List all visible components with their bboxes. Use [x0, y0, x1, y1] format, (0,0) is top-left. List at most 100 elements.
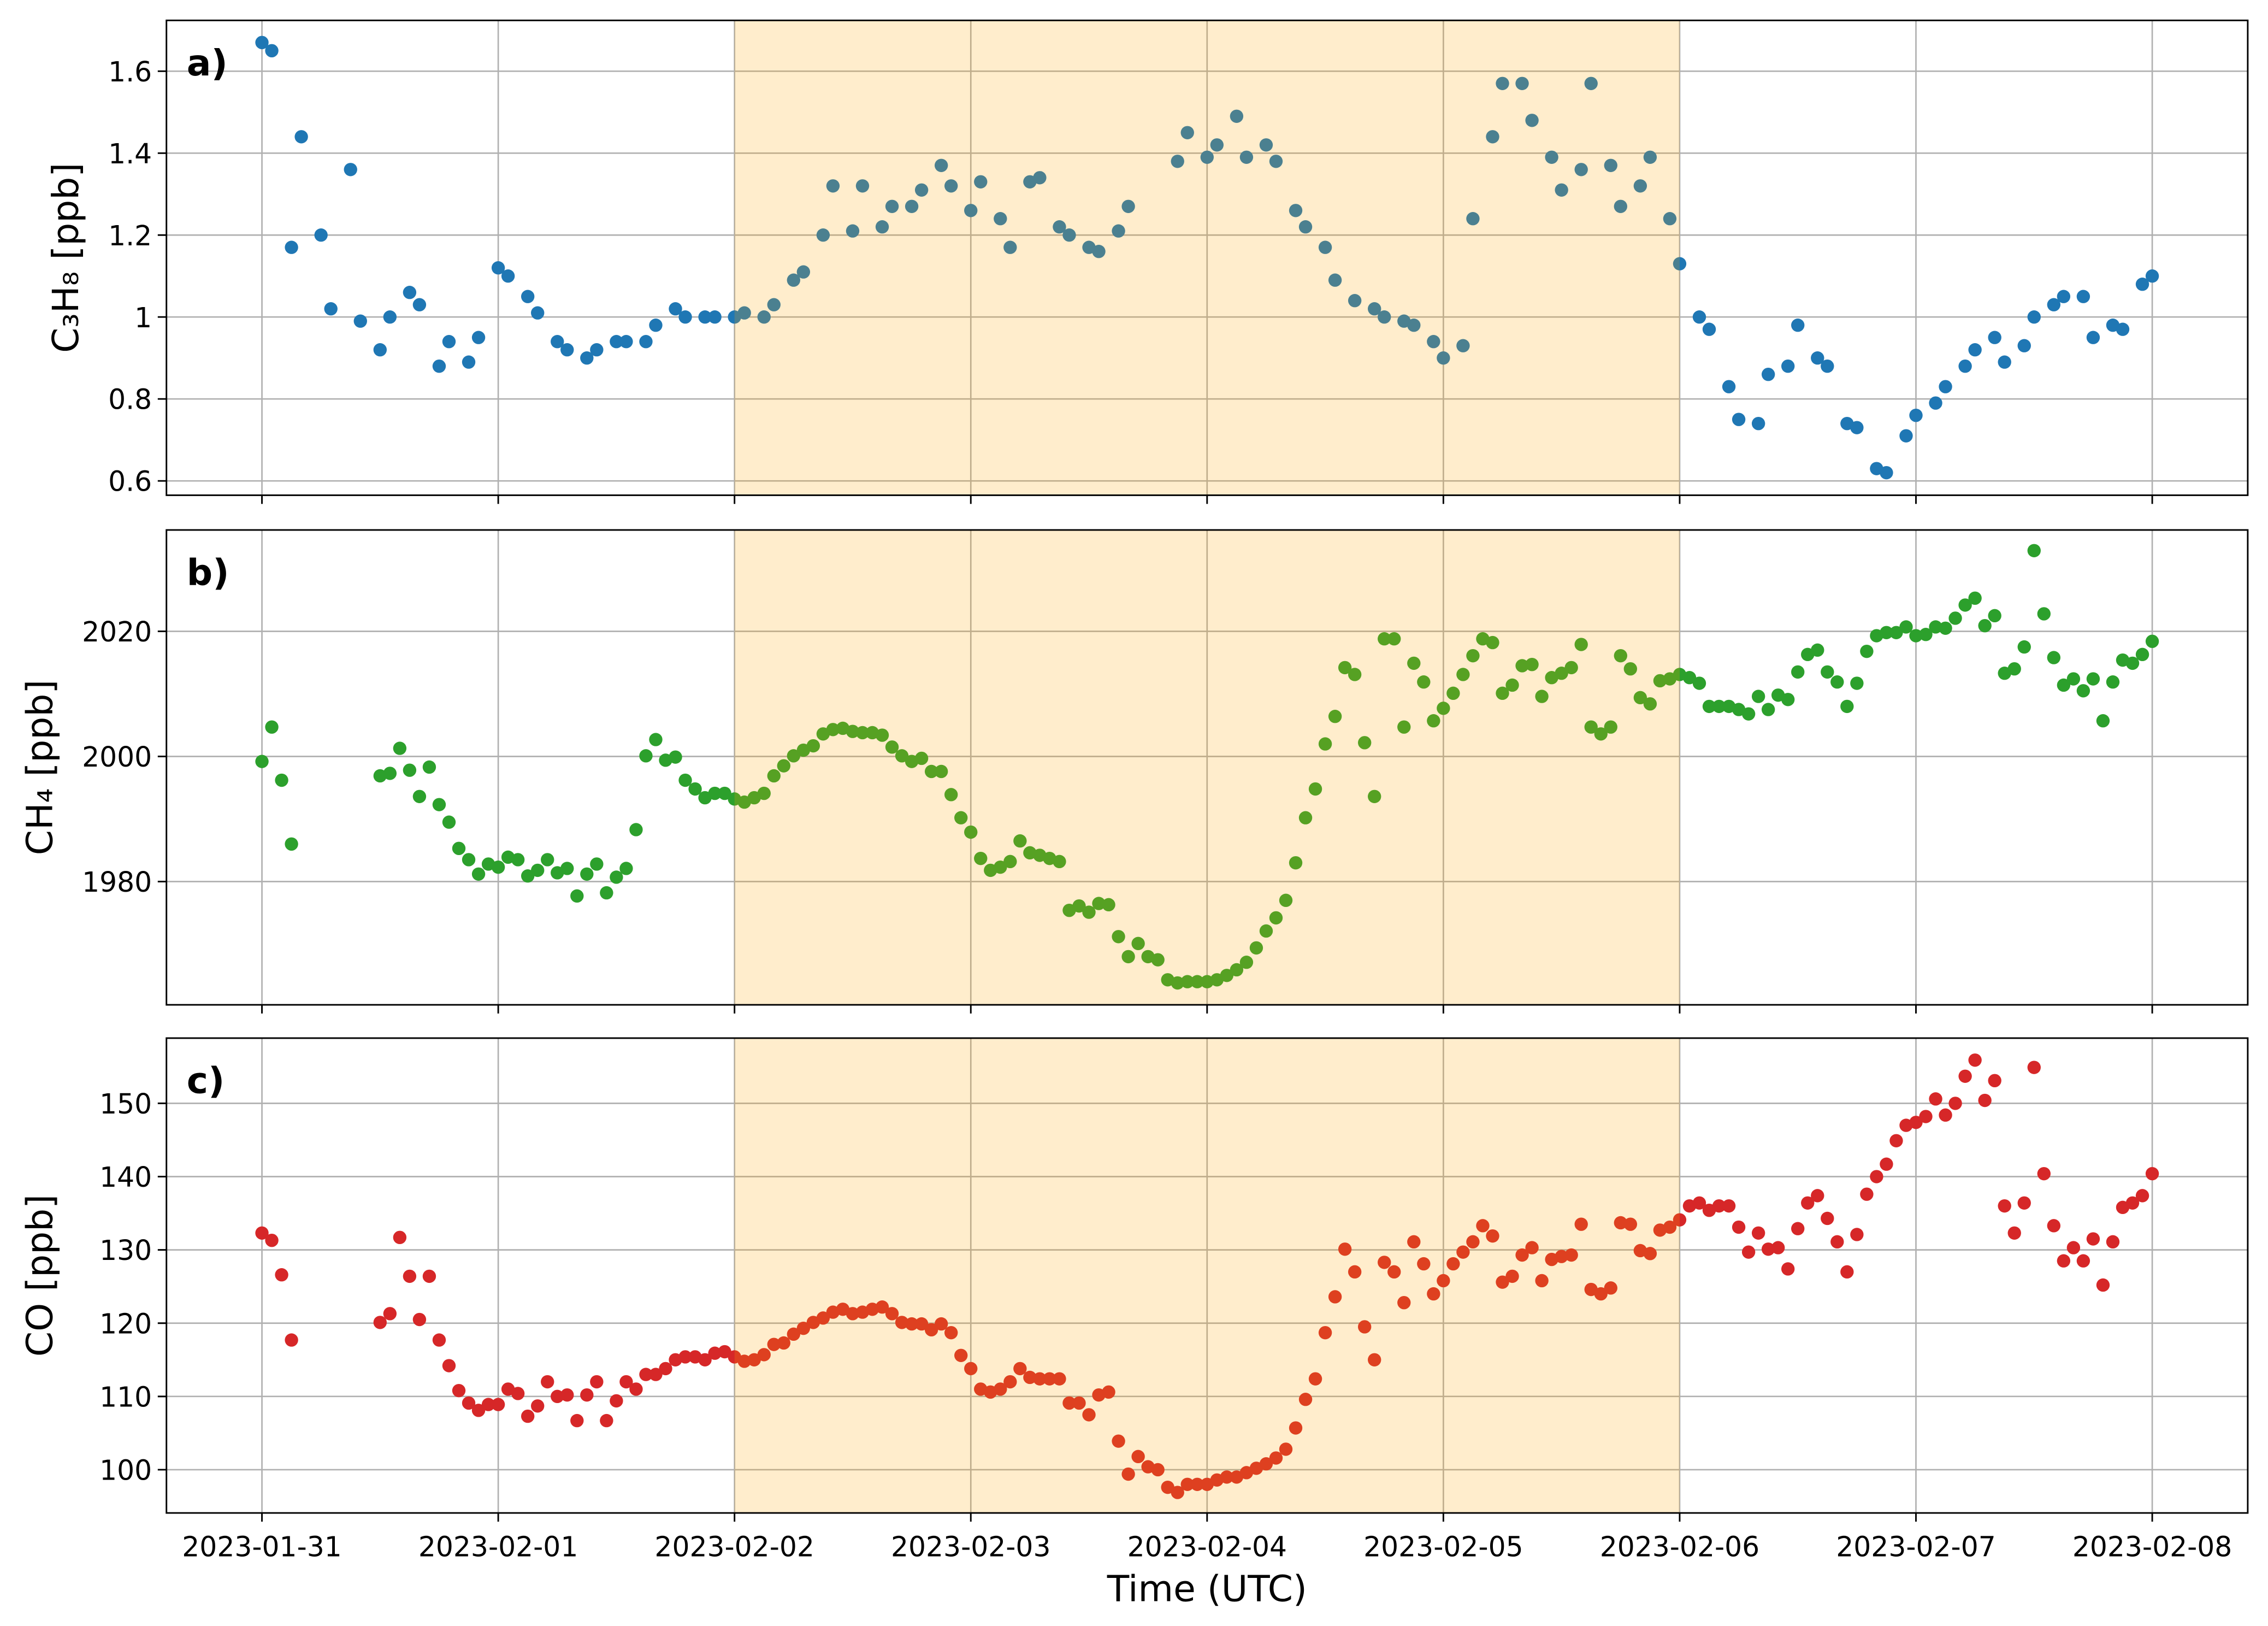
data-point: [1564, 661, 1578, 675]
data-point: [1594, 727, 1608, 741]
data-point: [1692, 676, 1706, 690]
data-point: [1850, 421, 1864, 434]
data-point: [344, 163, 357, 176]
data-point: [1249, 941, 1263, 955]
data-point: [1712, 1199, 1726, 1213]
data-point: [531, 863, 545, 877]
data-point: [846, 724, 860, 738]
data-point: [2017, 339, 2031, 352]
data-point: [1023, 1370, 1037, 1385]
data-point: [678, 1350, 692, 1364]
data-point: [1003, 1375, 1017, 1389]
data-point: [541, 1375, 554, 1389]
data-point: [1298, 811, 1313, 824]
data-point: [994, 212, 1007, 226]
data-point: [2037, 1167, 2051, 1181]
data-point: [1988, 331, 2001, 344]
data-point: [1673, 1213, 1687, 1227]
data-point: [1761, 1242, 1775, 1256]
x-tick-label: 2023-02-02: [654, 1531, 814, 1563]
data-point: [649, 733, 663, 746]
data-point: [2027, 1061, 2041, 1074]
data-point: [610, 1394, 623, 1408]
data-point: [944, 1325, 958, 1340]
data-point: [1968, 1053, 1982, 1067]
data-point: [422, 1269, 436, 1283]
data-point: [698, 1353, 712, 1366]
data-point: [944, 788, 958, 802]
data-point: [452, 841, 466, 856]
data-point: [1318, 240, 1332, 254]
data-point: [432, 798, 446, 811]
data-point: [1564, 1248, 1578, 1262]
data-point: [580, 867, 594, 881]
data-point: [2135, 1189, 2149, 1203]
data-point: [659, 1362, 672, 1376]
data-point: [1968, 343, 1982, 357]
data-point: [403, 763, 417, 777]
data-point: [1112, 224, 1125, 238]
x-tick-label: 2023-02-08: [2072, 1531, 2232, 1563]
data-point: [669, 750, 682, 764]
data-point: [1998, 355, 2011, 369]
data-point: [255, 755, 269, 768]
data-point: [846, 224, 860, 238]
data-point: [1614, 1216, 1627, 1230]
data-point: [1496, 686, 1509, 700]
data-point: [2125, 656, 2140, 670]
data-point: [1880, 466, 1893, 480]
data-point: [1525, 114, 1539, 127]
y-tick-label: 1.4: [108, 138, 152, 170]
data-point: [639, 1368, 653, 1381]
data-point: [1171, 976, 1184, 990]
data-point: [1289, 856, 1303, 870]
data-point: [1751, 416, 1765, 431]
data-point: [1279, 1442, 1293, 1456]
data-point: [1761, 368, 1775, 381]
highlight-span: [734, 20, 1680, 496]
data-point: [1338, 1242, 1352, 1256]
data-point: [462, 1396, 476, 1410]
data-point: [2037, 607, 2051, 621]
data-point: [1062, 228, 1076, 242]
data-point: [2086, 672, 2100, 686]
data-point: [570, 1413, 584, 1428]
data-point: [412, 1312, 427, 1327]
data-point: [1368, 1353, 1381, 1366]
data-point: [383, 767, 397, 780]
data-point: [1230, 963, 1244, 977]
x-tick-label: 2023-02-01: [418, 1531, 578, 1563]
data-point: [718, 1345, 731, 1359]
data-point: [1269, 155, 1283, 168]
data-point: [1909, 1116, 1923, 1129]
data-point: [1220, 1470, 1234, 1484]
data-point: [855, 726, 870, 740]
data-point: [1948, 1097, 1962, 1110]
data-point: [1909, 408, 1923, 422]
data-point: [885, 740, 899, 754]
data-point: [1712, 699, 1726, 714]
data-point: [1880, 626, 1893, 639]
data-point: [580, 1388, 594, 1402]
x-tick-label: 2023-01-31: [182, 1531, 341, 1563]
data-point: [1604, 1281, 1617, 1295]
data-point: [1053, 220, 1066, 234]
data-point: [885, 1307, 899, 1321]
data-point: [432, 360, 446, 373]
data-point: [1456, 668, 1470, 681]
data-point: [1082, 1408, 1096, 1422]
data-point: [1604, 158, 1617, 172]
data-point: [1584, 76, 1598, 90]
data-point: [1821, 665, 1834, 679]
data-point: [1978, 1093, 1992, 1107]
data-point: [1486, 1229, 1499, 1243]
data-point: [1988, 609, 2001, 623]
data-point: [1427, 335, 1440, 349]
data-point: [1357, 736, 1372, 750]
data-point: [1821, 1211, 1834, 1226]
data-point: [2106, 675, 2120, 689]
data-point: [1850, 1228, 1864, 1241]
data-point: [1633, 691, 1647, 705]
data-point: [580, 351, 594, 365]
data-point: [1830, 675, 1844, 689]
